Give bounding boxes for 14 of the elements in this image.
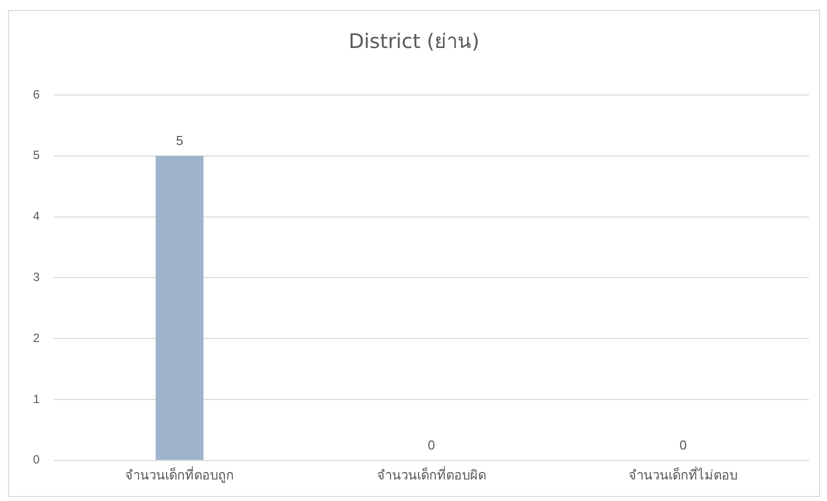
data-label: 5 — [176, 132, 184, 148]
y-tick-label: 6 — [32, 87, 40, 102]
y-tick-label: 1 — [32, 392, 40, 406]
y-tick-label: 3 — [32, 270, 40, 284]
data-label: 0 — [428, 437, 435, 452]
y-tick-label: 5 — [32, 148, 40, 162]
y-tick-label: 2 — [32, 330, 40, 345]
y-tick-label: 0 — [32, 452, 40, 467]
data-label: 0 — [679, 437, 687, 452]
chart-title: District (ย่าน) — [348, 29, 480, 54]
x-tick-label: จำนวนเด็กที่ไม่ตอบ — [628, 466, 738, 484]
x-tick-label: จำนวนเด็กที่ตอบผิด — [376, 466, 486, 484]
x-tick-label: จำนวนเด็กที่ตอบถูก — [125, 466, 234, 484]
y-tick-label: 4 — [32, 209, 40, 224]
